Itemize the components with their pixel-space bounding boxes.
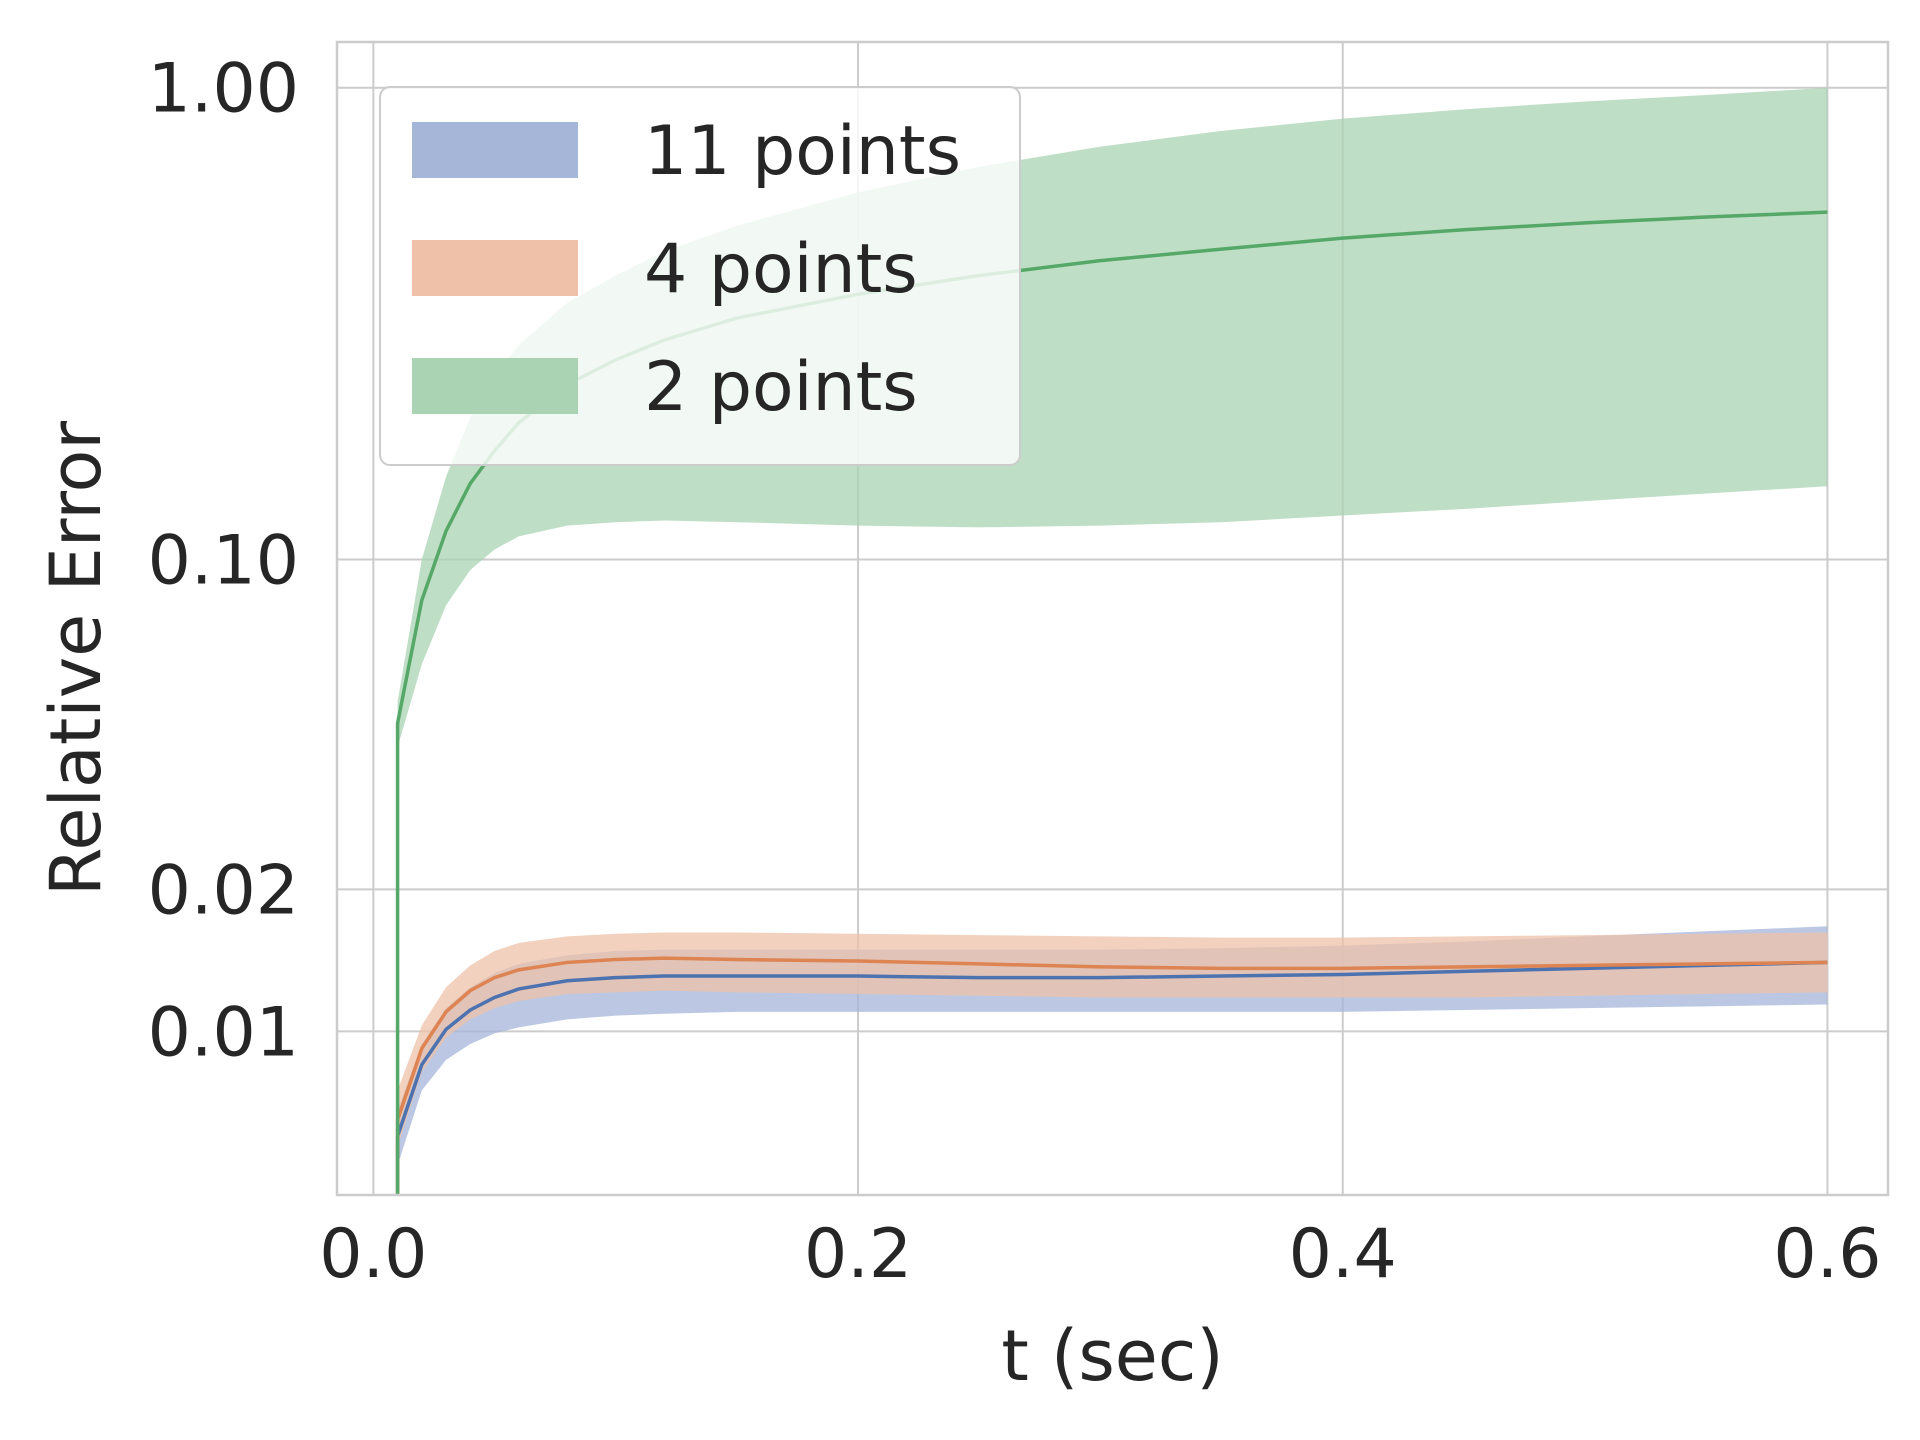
x-tick-label-3: 0.6: [1773, 1215, 1881, 1294]
x-tick-label-2: 0.4: [1289, 1215, 1397, 1294]
legend-swatch-1: [412, 240, 578, 296]
legend-label-1: 4 points: [644, 230, 918, 309]
band-4-points: [397, 932, 1828, 1195]
legend-swatch-2: [412, 358, 578, 414]
x-axis-label: t (sec): [1001, 1315, 1223, 1397]
legend-label-0: 11 points: [644, 112, 961, 191]
y-tick-label-0: 1.00: [148, 50, 299, 129]
legend-swatch-0: [412, 122, 578, 178]
legend-label-2: 2 points: [644, 348, 918, 427]
legend: 11 points 4 points 2 points: [379, 86, 1021, 466]
x-tick-label-0: 0.0: [319, 1215, 427, 1294]
line-11-points: [395, 960, 1828, 1195]
y-tick-labels: 1.00 0.10 0.02 0.01: [148, 50, 299, 1073]
line-4-points: [395, 956, 1828, 1195]
y-tick-label-2: 0.02: [148, 851, 299, 930]
x-tick-label-1: 0.2: [804, 1215, 912, 1294]
y-axis-label: Relative Error: [35, 421, 117, 896]
x-tick-labels: 0.0 0.2 0.4 0.6: [319, 1215, 1881, 1294]
plot-frame: [335, 40, 1890, 1197]
y-tick-label-3: 0.01: [148, 993, 299, 1072]
y-tick-label-1: 0.10: [148, 522, 299, 601]
